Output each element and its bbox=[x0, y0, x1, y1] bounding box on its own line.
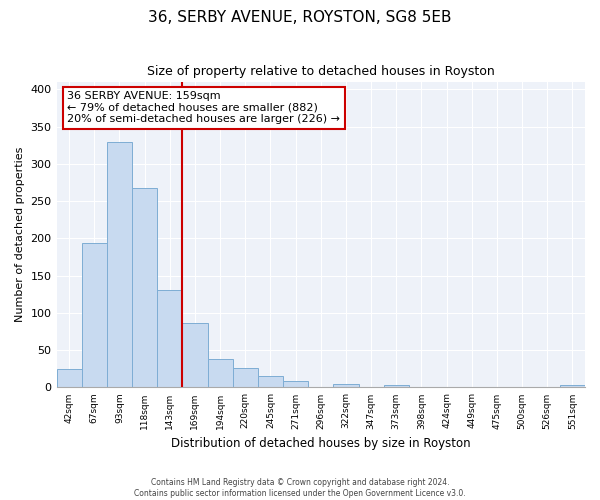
Bar bbox=[132, 188, 157, 388]
Bar bbox=[182, 322, 208, 388]
Bar bbox=[283, 382, 308, 388]
Text: 36, SERBY AVENUE, ROYSTON, SG8 5EB: 36, SERBY AVENUE, ROYSTON, SG8 5EB bbox=[148, 10, 452, 25]
Bar bbox=[258, 376, 283, 388]
X-axis label: Distribution of detached houses by size in Royston: Distribution of detached houses by size … bbox=[171, 437, 470, 450]
Y-axis label: Number of detached properties: Number of detached properties bbox=[15, 147, 25, 322]
Bar bbox=[334, 384, 359, 388]
Bar bbox=[560, 385, 585, 388]
Text: Contains HM Land Registry data © Crown copyright and database right 2024.
Contai: Contains HM Land Registry data © Crown c… bbox=[134, 478, 466, 498]
Bar bbox=[233, 368, 258, 388]
Bar bbox=[383, 385, 409, 388]
Bar bbox=[56, 369, 82, 388]
Title: Size of property relative to detached houses in Royston: Size of property relative to detached ho… bbox=[147, 65, 494, 78]
Bar bbox=[157, 290, 182, 388]
Bar bbox=[82, 243, 107, 388]
Bar bbox=[107, 142, 132, 388]
Text: 36 SERBY AVENUE: 159sqm
← 79% of detached houses are smaller (882)
20% of semi-d: 36 SERBY AVENUE: 159sqm ← 79% of detache… bbox=[67, 91, 340, 124]
Bar bbox=[208, 359, 233, 388]
